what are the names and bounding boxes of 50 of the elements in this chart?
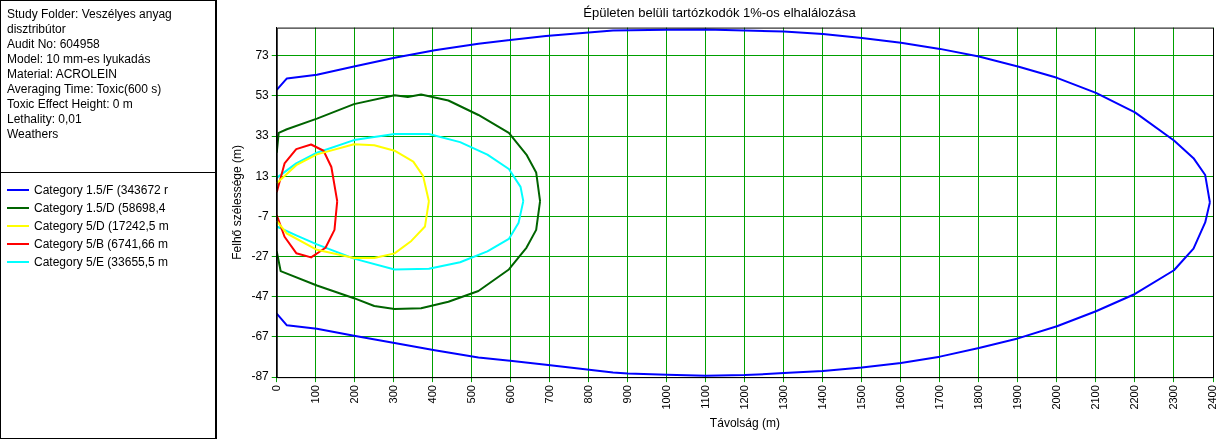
text: Averaging Time: Toxic(600 s)	[7, 82, 163, 97]
y-tick-label: 53	[255, 88, 270, 103]
text: Material: ACROLEIN	[7, 67, 119, 82]
text: Lethality: 0,01	[7, 112, 83, 127]
x-tick-label: 1500	[854, 385, 867, 410]
x-tick-label: 1100	[698, 385, 711, 409]
x-tick-label: 1700	[932, 385, 945, 410]
text: Toxic Effect Height: 0 m	[7, 97, 134, 112]
y-tick-label: -27	[251, 248, 270, 263]
x-tick-label: 1400	[815, 385, 828, 410]
x-tick-label: 1300	[776, 385, 789, 410]
chart-title: Épületen belüli tartózkodók 1%-os elhalálozása	[583, 5, 857, 21]
legend-label: Category 5/B (6741,66 m	[34, 236, 169, 253]
x-tick-label: 1600	[893, 385, 906, 410]
y-tick-label: 73	[255, 48, 270, 63]
x-tick-label: 500	[464, 385, 477, 404]
legend-label: Category 5/D (17242,5 m	[34, 218, 169, 235]
y-tick-label: -87	[251, 369, 270, 384]
x-tick-label: 2100	[1089, 385, 1101, 410]
x-tick-label: 2300	[1167, 385, 1180, 410]
y-tick-label: -47	[251, 289, 270, 304]
x-tick-label: 0	[269, 385, 282, 392]
x-axis-title: Távolság (m)	[709, 416, 780, 431]
x-tick-label: 700	[542, 385, 555, 404]
x-tick-label: 200	[347, 385, 360, 404]
y-tick-label: 33	[255, 128, 270, 143]
legend-label: Category 1.5/F (343672 r	[34, 182, 169, 199]
x-tick-label: 600	[503, 385, 516, 404]
y-tick-label: -67	[251, 329, 270, 344]
x-tick-label: 1900	[1010, 385, 1023, 410]
legend-label: Category 1.5/D (58698,4	[34, 200, 166, 217]
x-tick-label: 1000	[659, 385, 672, 410]
legend-label: Category 5/E (33655,5 m	[34, 254, 169, 271]
text: Model: 10 mm-es lyukadás	[7, 52, 152, 67]
y-tick-label: -7	[258, 208, 270, 223]
x-tick-label: 400	[425, 385, 438, 404]
text: Study Folder: Veszélyes anyag disztribútor	[7, 7, 173, 37]
x-tick-label: 1800	[971, 385, 984, 410]
x-tick-label: 1200	[737, 385, 750, 410]
text: Audit No: 604958	[7, 37, 101, 52]
x-tick-label: 800	[581, 385, 594, 404]
x-tick-label: 2400	[1206, 385, 1219, 410]
x-tick-label: 900	[620, 385, 633, 404]
y-tick-label: 13	[255, 168, 270, 183]
y-axis-title: Felhő szélessége (m)	[229, 145, 244, 260]
text: Weathers	[7, 127, 60, 142]
x-tick-label: 2000	[1049, 385, 1062, 410]
x-tick-label: 2200	[1128, 385, 1141, 410]
x-tick-label: 300	[386, 385, 399, 404]
x-tick-label: 100	[308, 385, 321, 404]
